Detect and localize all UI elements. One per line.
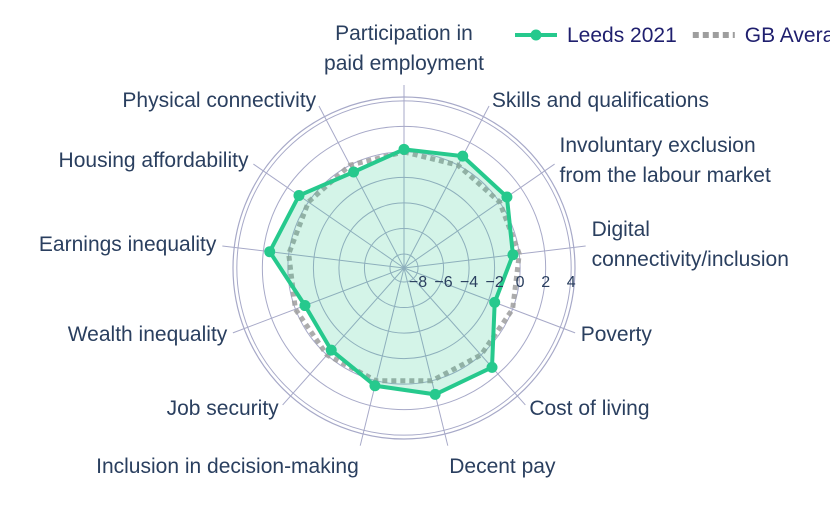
point bbox=[325, 344, 337, 356]
r-tick-label: −2 bbox=[485, 274, 503, 291]
r-tick-label: 4 bbox=[567, 274, 576, 291]
r-tick-label: 2 bbox=[541, 274, 550, 291]
spoke bbox=[403, 245, 586, 269]
point bbox=[299, 300, 311, 312]
spoke bbox=[232, 267, 405, 334]
r-tick-label: 0 bbox=[516, 274, 525, 291]
point bbox=[348, 166, 360, 178]
spoke bbox=[403, 267, 449, 446]
category-label: Inclusion in decision-making bbox=[96, 454, 359, 478]
point bbox=[398, 143, 410, 155]
r-tick-label: −4 bbox=[460, 274, 478, 291]
spoke bbox=[403, 105, 490, 269]
category-label: Earnings inequality bbox=[38, 233, 217, 257]
legend-marker bbox=[530, 29, 542, 41]
category-label: Participation in paid employment bbox=[324, 22, 484, 75]
spoke bbox=[403, 163, 555, 269]
series-line bbox=[286, 149, 522, 384]
spoke bbox=[222, 245, 405, 269]
category-label: Housing affordability bbox=[58, 148, 249, 172]
point bbox=[293, 190, 305, 202]
category-label: Job security bbox=[166, 397, 279, 421]
point bbox=[486, 361, 498, 373]
r-tick-label: −8 bbox=[409, 274, 427, 291]
point bbox=[429, 388, 441, 400]
point bbox=[501, 191, 513, 203]
point bbox=[489, 296, 501, 308]
spoke bbox=[318, 105, 405, 269]
category-label: Involuntary exclusion from the labour ma… bbox=[559, 133, 771, 187]
point bbox=[457, 150, 469, 162]
spoke bbox=[253, 163, 405, 269]
r-tick-label: −6 bbox=[434, 274, 452, 291]
category-label: Decent pay bbox=[449, 454, 556, 478]
point bbox=[507, 249, 519, 261]
legend-label: Leeds 2021 bbox=[567, 24, 677, 47]
series-area bbox=[267, 147, 515, 397]
point bbox=[369, 380, 381, 392]
category-label: Wealth inequality bbox=[67, 323, 228, 347]
category-label: Cost of living bbox=[529, 397, 650, 421]
category-label: Skills and qualifications bbox=[491, 88, 709, 112]
spoke bbox=[359, 267, 405, 446]
category-label: Physical connectivity bbox=[122, 88, 317, 112]
legend-label: GB Average bbox=[745, 24, 830, 47]
spoke bbox=[403, 267, 526, 406]
spoke bbox=[282, 267, 405, 406]
category-label: Digital connectivity/inclusion bbox=[591, 218, 789, 272]
point bbox=[264, 246, 276, 258]
category-label: Poverty bbox=[580, 323, 652, 347]
